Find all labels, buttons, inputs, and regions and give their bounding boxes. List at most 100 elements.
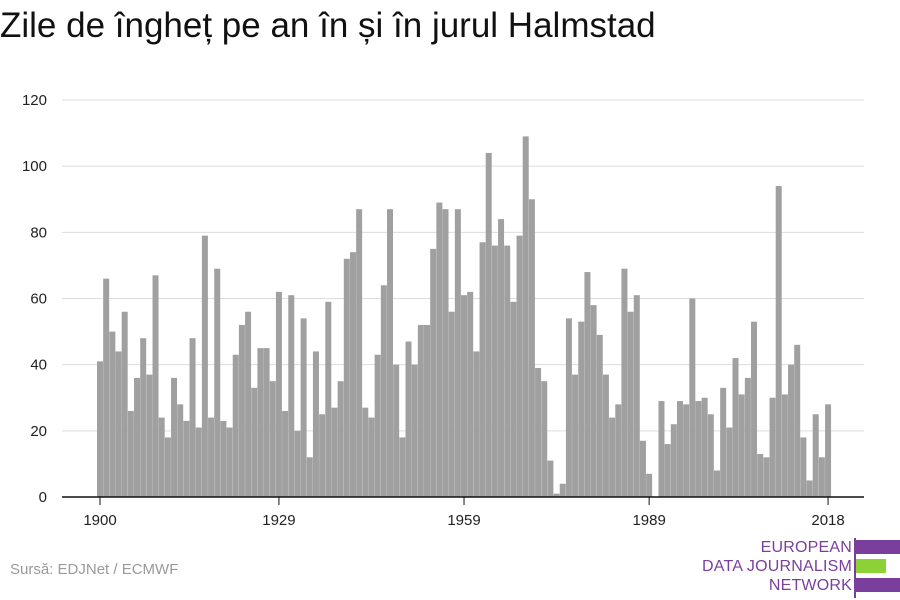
- bar-1964[interactable]: [491, 245, 498, 497]
- bar-1943[interactable]: [362, 407, 369, 497]
- bar-1918[interactable]: [208, 417, 215, 497]
- bar-1926[interactable]: [257, 348, 264, 497]
- bar-1985[interactable]: [621, 268, 628, 497]
- bar-1965[interactable]: [498, 219, 505, 497]
- bar-2004[interactable]: [738, 394, 745, 497]
- bar-1950[interactable]: [405, 341, 412, 497]
- bar-1929[interactable]: [275, 291, 282, 497]
- bar-1983[interactable]: [609, 417, 616, 497]
- bar-2007[interactable]: [757, 453, 764, 497]
- bar-1903[interactable]: [115, 351, 122, 497]
- bar-1902[interactable]: [109, 331, 116, 497]
- bar-1944[interactable]: [368, 417, 375, 497]
- bar-1922[interactable]: [232, 354, 239, 497]
- bar-1987[interactable]: [633, 295, 640, 497]
- bar-1972[interactable]: [541, 381, 548, 497]
- bar-1932[interactable]: [294, 430, 301, 497]
- bar-1935[interactable]: [312, 351, 319, 497]
- bar-1924[interactable]: [245, 311, 252, 497]
- bar-1947[interactable]: [386, 209, 393, 498]
- bar-1914[interactable]: [183, 420, 190, 497]
- bar-1916[interactable]: [195, 427, 202, 497]
- bar-1907[interactable]: [140, 338, 147, 497]
- bar-1936[interactable]: [319, 414, 326, 497]
- bar-1942[interactable]: [356, 209, 363, 498]
- bar-1910[interactable]: [158, 417, 165, 497]
- bar-1921[interactable]: [226, 427, 233, 497]
- bar-1930[interactable]: [282, 410, 289, 497]
- bar-2010[interactable]: [775, 186, 782, 497]
- bar-2001[interactable]: [720, 387, 727, 497]
- bar-2016[interactable]: [812, 414, 819, 497]
- bar-1939[interactable]: [337, 381, 344, 497]
- bar-1959[interactable]: [461, 295, 468, 497]
- bar-2000[interactable]: [714, 470, 720, 497]
- bar-1919[interactable]: [214, 268, 221, 497]
- bar-1912[interactable]: [171, 377, 178, 497]
- bar-2015[interactable]: [806, 480, 813, 497]
- bar-1988[interactable]: [639, 440, 646, 497]
- bar-1984[interactable]: [615, 404, 622, 497]
- bar-1995[interactable]: [683, 404, 690, 497]
- bar-1994[interactable]: [676, 401, 683, 497]
- bar-1977[interactable]: [572, 374, 579, 497]
- bar-1925[interactable]: [251, 387, 258, 497]
- bar-1991[interactable]: [658, 401, 665, 497]
- bar-1906[interactable]: [134, 377, 141, 497]
- bar-1975[interactable]: [559, 483, 566, 497]
- bar-1952[interactable]: [417, 324, 424, 497]
- bar-1931[interactable]: [288, 295, 295, 497]
- bar-1941[interactable]: [349, 252, 356, 497]
- bar-1986[interactable]: [627, 311, 634, 497]
- bar-2005[interactable]: [744, 377, 751, 497]
- bar-1993[interactable]: [670, 424, 677, 497]
- bar-1920[interactable]: [220, 420, 227, 497]
- bar-2011[interactable]: [781, 394, 788, 497]
- bar-1937[interactable]: [325, 301, 332, 497]
- bar-1971[interactable]: [535, 367, 542, 497]
- bar-1956[interactable]: [442, 209, 449, 498]
- bar-1960[interactable]: [467, 291, 474, 497]
- bar-2006[interactable]: [751, 321, 758, 497]
- bar-1974[interactable]: [553, 493, 560, 497]
- bar-1981[interactable]: [596, 334, 603, 497]
- bar-1970[interactable]: [528, 199, 535, 497]
- bar-1992[interactable]: [664, 444, 671, 497]
- bar-1962[interactable]: [479, 242, 486, 497]
- bar-1976[interactable]: [565, 318, 572, 497]
- bar-1967[interactable]: [510, 301, 517, 497]
- bar-1989[interactable]: [646, 473, 653, 497]
- bar-1945[interactable]: [374, 354, 381, 497]
- bar-2014[interactable]: [800, 437, 807, 497]
- bar-1996[interactable]: [689, 298, 696, 498]
- bar-1915[interactable]: [189, 338, 196, 497]
- bar-1953[interactable]: [424, 324, 431, 497]
- bar-1948[interactable]: [393, 364, 400, 497]
- bar-1997[interactable]: [695, 401, 702, 497]
- bar-2008[interactable]: [763, 457, 770, 497]
- bar-1957[interactable]: [448, 311, 455, 497]
- bar-2013[interactable]: [794, 344, 801, 497]
- bar-1973[interactable]: [547, 460, 554, 497]
- edjnet-logo[interactable]: EUROPEAN DATA JOURNALISM NETWORK: [700, 538, 900, 598]
- bar-1949[interactable]: [399, 437, 406, 497]
- bar-1901[interactable]: [103, 278, 110, 497]
- bar-1955[interactable]: [436, 202, 443, 497]
- bar-1913[interactable]: [177, 404, 184, 497]
- bar-1951[interactable]: [411, 364, 418, 497]
- bar-2009[interactable]: [769, 397, 776, 497]
- bar-1904[interactable]: [121, 311, 128, 497]
- bar-2017[interactable]: [818, 457, 825, 497]
- bar-1969[interactable]: [522, 136, 529, 497]
- bar-2018[interactable]: [825, 404, 832, 497]
- bar-1933[interactable]: [300, 318, 307, 497]
- bar-1958[interactable]: [454, 209, 461, 498]
- bar-1980[interactable]: [590, 305, 597, 497]
- bar-1940[interactable]: [343, 258, 350, 497]
- bar-1911[interactable]: [164, 437, 171, 497]
- bar-1954[interactable]: [430, 248, 437, 497]
- bar-1909[interactable]: [152, 275, 159, 497]
- bar-1968[interactable]: [516, 235, 523, 497]
- bar-1979[interactable]: [584, 272, 591, 497]
- bar-1900[interactable]: [97, 361, 103, 497]
